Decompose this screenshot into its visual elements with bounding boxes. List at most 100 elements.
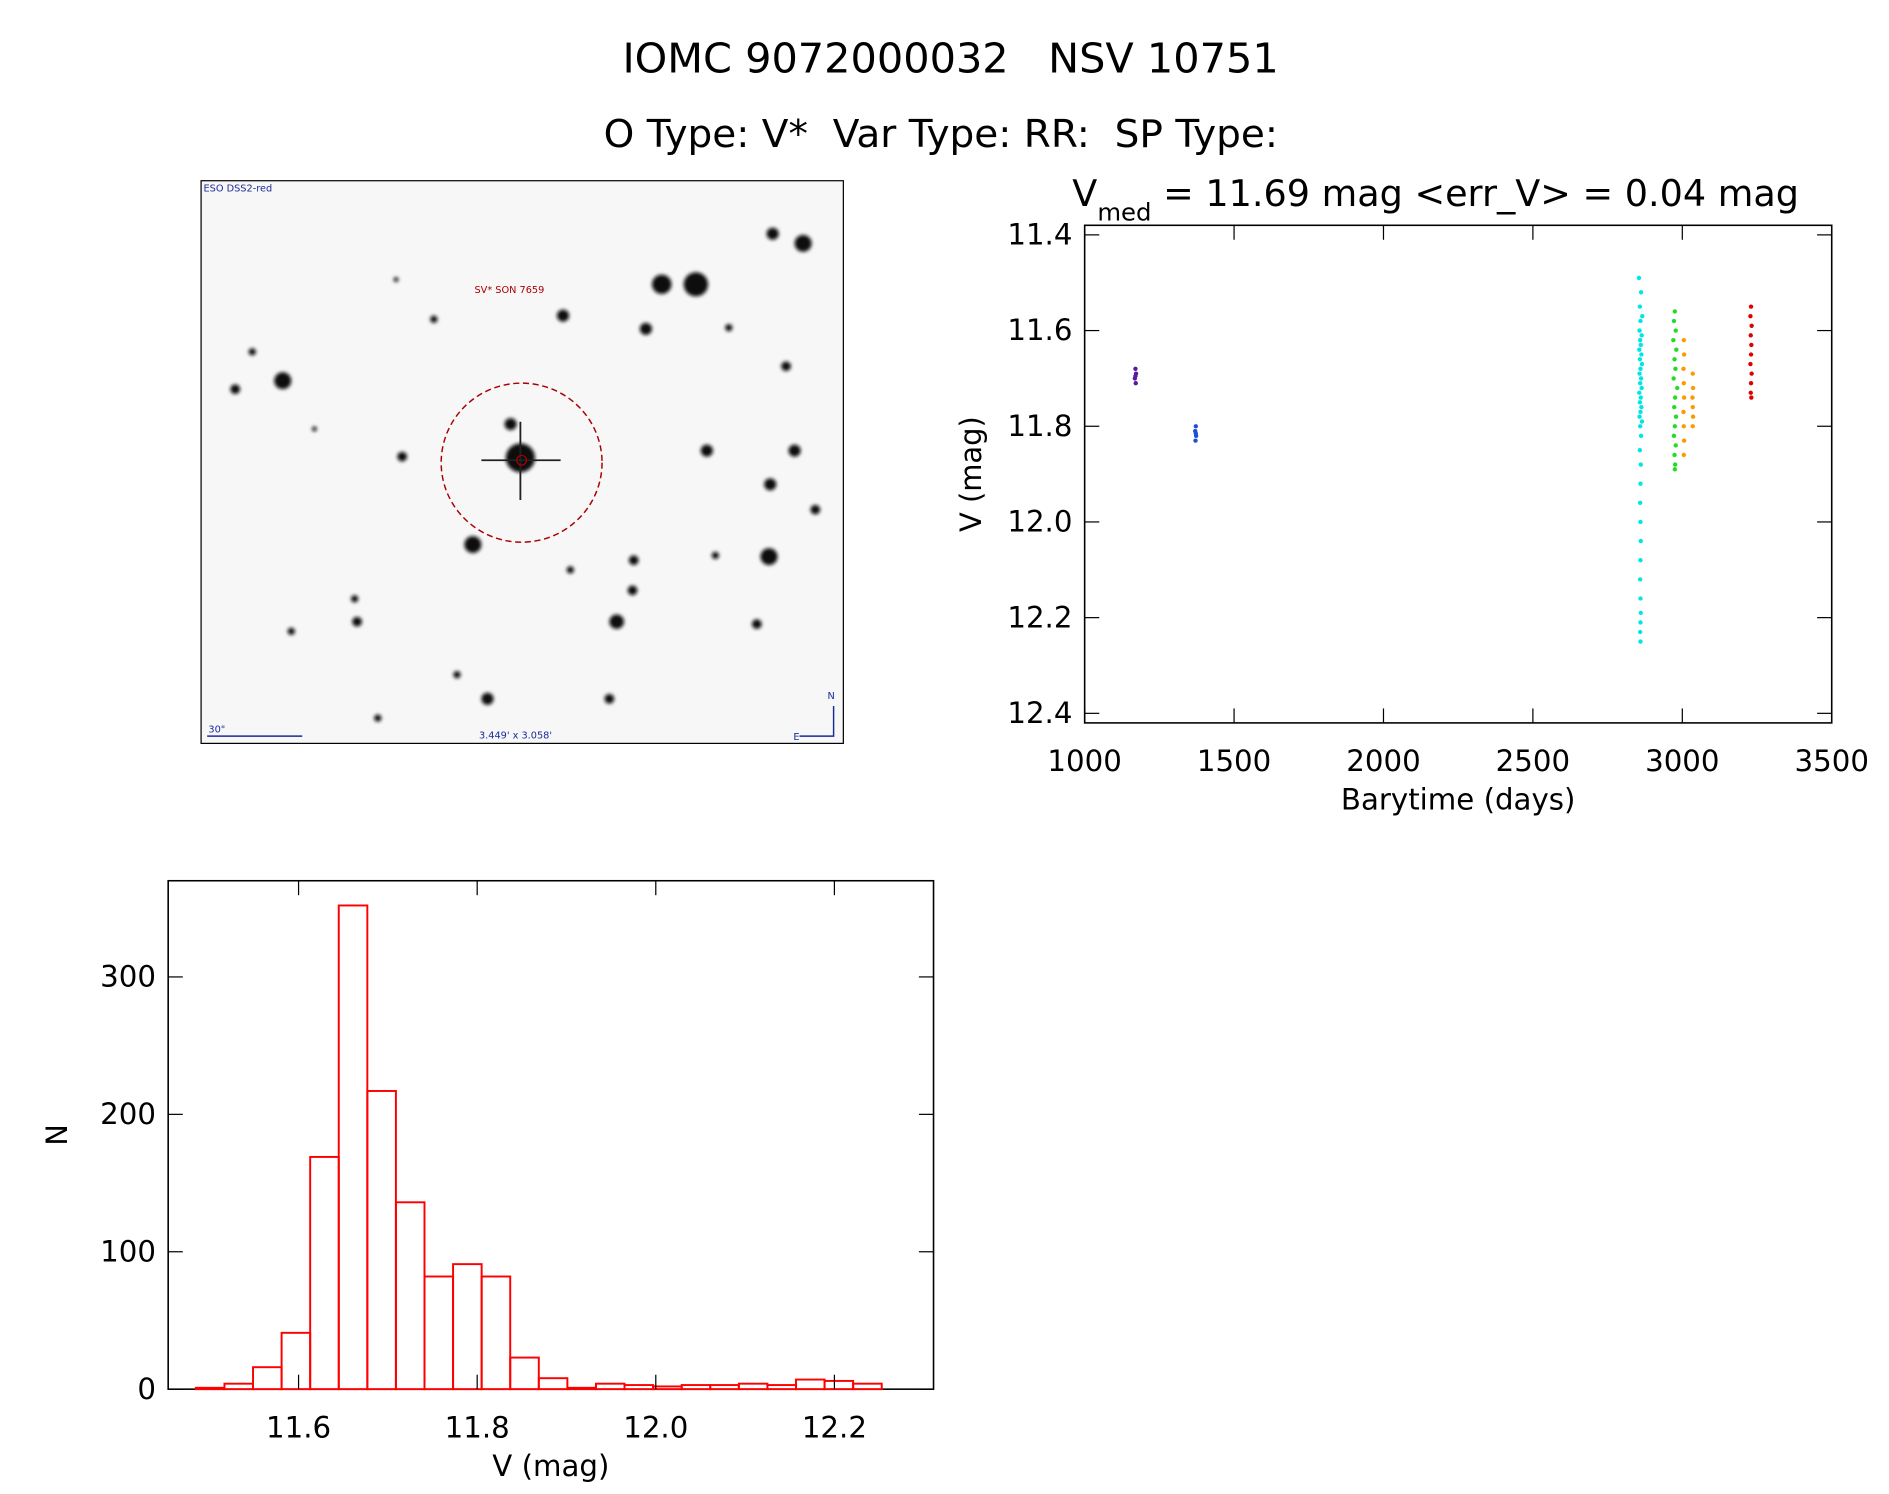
data-point (1133, 373, 1138, 379)
data-point (1690, 371, 1695, 376)
x-tick-label: 3500 (1795, 744, 1869, 778)
data-point (1672, 404, 1677, 410)
data-point (1673, 443, 1678, 448)
data-point (1672, 467, 1678, 472)
data-point (1133, 381, 1138, 386)
data-point (1671, 433, 1677, 438)
data-point (1637, 629, 1643, 635)
data-point (1637, 304, 1643, 309)
data-point (1681, 452, 1686, 458)
data-point (1672, 424, 1678, 429)
data-point (1636, 275, 1642, 281)
data-point (1748, 304, 1754, 309)
target-label: SV* SON 7659 (474, 285, 544, 296)
data-point (1681, 409, 1686, 415)
data-point (1681, 381, 1686, 386)
data-point (1681, 352, 1687, 357)
hist-bar (423, 1275, 455, 1391)
hist-bar (452, 1263, 483, 1391)
data-point (1640, 314, 1645, 319)
data-point (1672, 309, 1678, 314)
data-point (1637, 381, 1643, 386)
hist-bar (194, 1386, 226, 1391)
data-point (1681, 366, 1686, 372)
plot-frame (1083, 224, 1833, 724)
hist-bar (594, 1382, 626, 1391)
y-tick-label: 12.0 (1007, 505, 1072, 539)
data-point (1637, 414, 1642, 419)
field-size: 3.449' x 3.058' (479, 731, 552, 742)
data-point (1638, 519, 1643, 525)
y-tick-label: 11.6 (1007, 313, 1072, 347)
data-point (1672, 462, 1678, 467)
hist-bar (509, 1356, 540, 1391)
hist-bar (680, 1384, 712, 1391)
title-part: = 11.69 mag <err_V> = 0.04 mag (1152, 172, 1799, 215)
data-point (1639, 361, 1645, 367)
data-point (1749, 323, 1754, 328)
stars (230, 227, 821, 722)
data-point (1637, 347, 1642, 352)
x-axis-label: V (mag) (492, 1449, 609, 1483)
data-point (1674, 347, 1679, 352)
data-point (1748, 361, 1753, 367)
data-point (1638, 481, 1643, 486)
target-circle (440, 382, 603, 543)
data-point (1637, 500, 1643, 505)
x-tick-label: 12.0 (623, 1411, 688, 1445)
title: IOMC 9072000032 NSV 10751 (622, 35, 1278, 83)
data-point (1671, 318, 1677, 324)
data-point (1638, 596, 1643, 601)
data-point (1672, 357, 1677, 362)
data-point (1749, 371, 1754, 376)
data-point (1638, 376, 1644, 381)
scale-label: 30" (208, 725, 225, 736)
hist-bar (480, 1275, 512, 1391)
hist-bar (823, 1379, 855, 1391)
hist-bar (337, 904, 369, 1391)
data-point (1748, 352, 1754, 357)
data-point (1639, 385, 1644, 391)
data-point (1637, 328, 1642, 333)
title-part: V (1072, 172, 1097, 215)
hist-bar (709, 1384, 740, 1391)
hist-bar (252, 1366, 283, 1391)
hist-bar (280, 1331, 312, 1391)
data-point (1638, 610, 1643, 616)
hist-bar (652, 1385, 683, 1391)
hist-bar (394, 1201, 426, 1391)
x-tick-label: 3000 (1645, 744, 1719, 778)
data-point (1690, 414, 1696, 419)
data-point (1638, 462, 1643, 467)
hist-bar (766, 1384, 797, 1391)
y-tick-label: 11.8 (1007, 409, 1072, 443)
y-tick-label: 11.4 (1007, 218, 1072, 252)
data-point (1193, 424, 1199, 429)
data-point (1639, 404, 1644, 410)
data-point (1638, 639, 1643, 644)
data-point (1671, 337, 1676, 343)
title-subscript: med (1097, 199, 1151, 227)
data-point (1638, 342, 1643, 348)
data-point (1638, 620, 1643, 625)
x-tick-label: 11.8 (445, 1411, 510, 1445)
data-point (1638, 409, 1643, 415)
image-source: ESO DSS2-red (204, 184, 273, 195)
data-point (1637, 577, 1643, 582)
hist-bar (737, 1382, 769, 1391)
y-tick-label: 300 (100, 960, 156, 994)
y-tick-label: 12.2 (1007, 600, 1072, 634)
data-point (1637, 357, 1643, 362)
hist-bar (566, 1386, 597, 1391)
scatter-chart: 1000 1500 2000 2500 3000 3500 11.4 11.6 11.8 12.0… (954, 218, 1869, 817)
data-point (1681, 438, 1687, 443)
data-point (1638, 558, 1643, 563)
histogram-chart: 11.6 11.8 12.0 12.2 0 100 200 300 V (mag) N (40, 879, 935, 1483)
x-tick-label: 2000 (1346, 744, 1420, 778)
data-point (1675, 385, 1680, 391)
hist-bar (309, 1155, 340, 1391)
data-point (1639, 419, 1645, 424)
y-tick-label: 200 (100, 1097, 156, 1131)
y-axis-label: V (mag) (954, 416, 988, 532)
